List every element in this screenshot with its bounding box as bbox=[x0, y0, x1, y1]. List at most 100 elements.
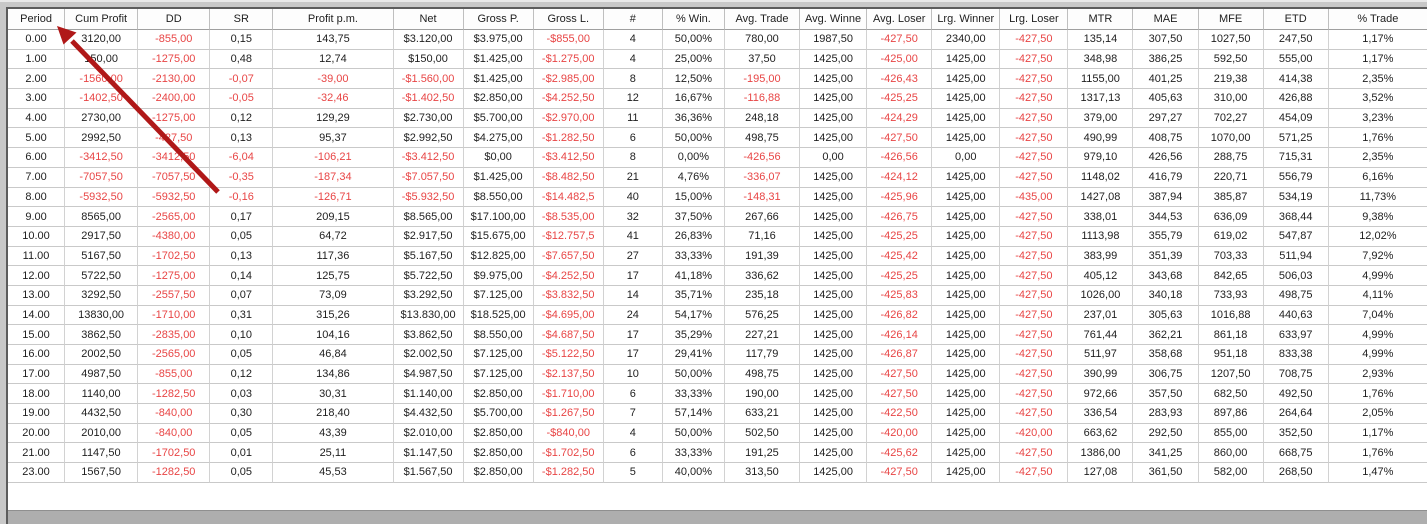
cell[interactable]: 24 bbox=[603, 305, 663, 326]
cell[interactable]: -$8.482,50 bbox=[533, 167, 604, 188]
cell[interactable]: 386,25 bbox=[1133, 49, 1199, 70]
cell[interactable]: 5.00 bbox=[8, 128, 66, 149]
cell[interactable]: -2835,00 bbox=[138, 325, 211, 345]
cell[interactable]: 702,27 bbox=[1198, 108, 1264, 129]
cell[interactable]: 190,00 bbox=[724, 384, 801, 405]
cell[interactable]: 35,29% bbox=[662, 325, 725, 345]
cell[interactable]: 348,98 bbox=[1068, 49, 1134, 70]
cell[interactable]: $1.140,00 bbox=[393, 384, 464, 405]
cell[interactable]: -425,62 bbox=[867, 443, 933, 464]
cell[interactable]: 1425,00 bbox=[932, 266, 1001, 286]
cell[interactable]: $3.975,00 bbox=[463, 30, 534, 50]
cell[interactable]: -2400,00 bbox=[138, 89, 211, 109]
cell[interactable]: 218,40 bbox=[273, 404, 394, 424]
cell[interactable]: -$1.402,50 bbox=[393, 89, 464, 109]
cell[interactable]: 64,72 bbox=[273, 226, 394, 247]
cell[interactable]: 405,63 bbox=[1133, 89, 1199, 109]
cell[interactable]: -116,88 bbox=[724, 89, 801, 109]
cell[interactable]: 3862,50 bbox=[65, 325, 139, 345]
cell[interactable]: 1425,00 bbox=[932, 108, 1001, 129]
cell[interactable]: -$3.832,50 bbox=[533, 285, 604, 306]
cell[interactable]: 7,92% bbox=[1328, 246, 1427, 267]
cell[interactable]: 5722,50 bbox=[65, 266, 139, 286]
cell[interactable]: -1275,00 bbox=[138, 108, 211, 129]
cell[interactable]: 0,13 bbox=[210, 128, 274, 149]
cell[interactable]: 35,71% bbox=[662, 285, 725, 306]
cell[interactable]: 1425,00 bbox=[800, 404, 868, 424]
cell[interactable]: 1317,13 bbox=[1068, 89, 1134, 109]
cell[interactable]: -427,50 bbox=[1000, 443, 1069, 464]
cell[interactable]: $2.010,00 bbox=[393, 423, 464, 444]
cell[interactable]: 860,00 bbox=[1198, 443, 1264, 464]
cell[interactable]: $2.992,50 bbox=[393, 128, 464, 149]
cell[interactable]: 4987,50 bbox=[65, 364, 139, 385]
cell[interactable]: -427,50 bbox=[1000, 207, 1069, 227]
cell[interactable]: 506,03 bbox=[1263, 266, 1329, 286]
cell[interactable]: -427,50 bbox=[1000, 384, 1069, 405]
cell[interactable]: 1425,00 bbox=[800, 207, 868, 227]
cell[interactable]: -39,00 bbox=[273, 69, 394, 90]
cell[interactable]: 264,64 bbox=[1263, 404, 1329, 424]
cell[interactable]: $2.850,00 bbox=[463, 423, 534, 444]
cell[interactable]: 338,01 bbox=[1068, 207, 1134, 227]
cell[interactable]: -425,00 bbox=[867, 49, 933, 70]
cell[interactable]: -427,50 bbox=[1000, 167, 1069, 188]
cell[interactable]: 1,76% bbox=[1328, 443, 1427, 464]
cell[interactable]: 23.00 bbox=[8, 463, 66, 483]
cell[interactable]: 1386,00 bbox=[1068, 443, 1134, 464]
cell[interactable]: 127,08 bbox=[1068, 463, 1134, 483]
cell[interactable]: 33,33% bbox=[662, 443, 725, 464]
cell[interactable]: 383,99 bbox=[1068, 246, 1134, 267]
cell[interactable]: 1425,00 bbox=[932, 345, 1001, 365]
cell[interactable]: 498,75 bbox=[724, 128, 801, 149]
cell[interactable]: 134,86 bbox=[273, 364, 394, 385]
cell[interactable]: 1.00 bbox=[8, 49, 66, 70]
cell[interactable]: 0.00 bbox=[8, 30, 66, 50]
cell[interactable]: 2.00 bbox=[8, 69, 66, 90]
cell[interactable]: 1027,50 bbox=[1198, 30, 1264, 50]
cell[interactable]: 2,05% bbox=[1328, 404, 1427, 424]
cell[interactable]: 1425,00 bbox=[932, 89, 1001, 109]
cell[interactable]: -126,71 bbox=[273, 187, 394, 208]
cell[interactable]: 352,50 bbox=[1263, 423, 1329, 444]
cell[interactable]: 135,14 bbox=[1068, 30, 1134, 50]
cell[interactable]: 4,11% bbox=[1328, 285, 1427, 306]
cell[interactable]: 8.00 bbox=[8, 187, 66, 208]
cell[interactable]: 6,16% bbox=[1328, 167, 1427, 188]
cell[interactable]: -5932,50 bbox=[138, 187, 211, 208]
cell[interactable]: -0,07 bbox=[210, 69, 274, 90]
cell[interactable]: $17.100,00 bbox=[463, 207, 534, 227]
cell[interactable]: 440,63 bbox=[1263, 305, 1329, 326]
cell[interactable]: 40,00% bbox=[662, 463, 725, 483]
cell[interactable]: $5.700,00 bbox=[463, 404, 534, 424]
column-header-lrg-loser[interactable]: Lrg. Loser bbox=[1000, 9, 1069, 30]
cell[interactable]: $15.675,00 bbox=[463, 226, 534, 247]
cell[interactable]: 150,00 bbox=[65, 49, 139, 70]
cell[interactable]: 17 bbox=[603, 266, 663, 286]
cell[interactable]: 209,15 bbox=[273, 207, 394, 227]
cell[interactable]: 1425,00 bbox=[800, 463, 868, 483]
cell[interactable]: -1275,00 bbox=[138, 49, 211, 70]
cell[interactable]: 780,00 bbox=[724, 30, 801, 50]
cell[interactable]: 237,01 bbox=[1068, 305, 1134, 326]
cell[interactable]: 6 bbox=[603, 443, 663, 464]
cell[interactable]: $8.550,00 bbox=[463, 187, 534, 208]
cell[interactable]: $1.425,00 bbox=[463, 167, 534, 188]
cell[interactable]: -1282,50 bbox=[138, 463, 211, 483]
cell[interactable]: 1425,00 bbox=[932, 187, 1001, 208]
cell[interactable]: -425,25 bbox=[867, 226, 933, 247]
cell[interactable]: 14 bbox=[603, 285, 663, 306]
cell[interactable]: -425,25 bbox=[867, 89, 933, 109]
column-header-gross-l[interactable]: Gross L. bbox=[533, 9, 604, 30]
cell[interactable]: 1425,00 bbox=[800, 167, 868, 188]
cell[interactable]: 8565,00 bbox=[65, 207, 139, 227]
column-header-mfe[interactable]: MFE bbox=[1198, 9, 1264, 30]
cell[interactable]: 305,63 bbox=[1133, 305, 1199, 326]
column-header-mae[interactable]: MAE bbox=[1133, 9, 1199, 30]
cell[interactable]: $2.002,50 bbox=[393, 345, 464, 365]
cell[interactable]: 0,00 bbox=[800, 148, 868, 168]
cell[interactable]: 405,12 bbox=[1068, 266, 1134, 286]
cell[interactable]: -$1.267,50 bbox=[533, 404, 604, 424]
cell[interactable]: -427,50 bbox=[1000, 108, 1069, 129]
cell[interactable]: 1425,00 bbox=[932, 246, 1001, 267]
